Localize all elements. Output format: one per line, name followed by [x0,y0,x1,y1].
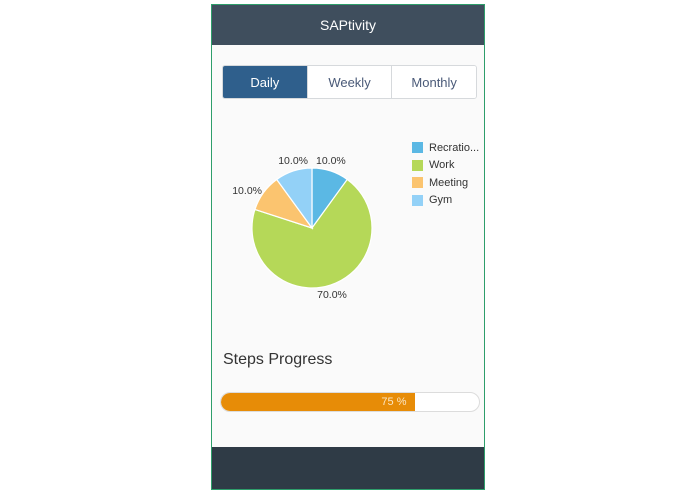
legend-item-gym[interactable]: Gym [412,192,479,210]
app-footer [212,447,484,489]
slice-gym[interactable] [275,167,313,230]
pie-slice-label: 10.0% [232,185,262,197]
chart-legend: Recratio... Work Meeting Gym [412,139,479,209]
pie-slice-label: 70.0% [317,289,347,301]
legend-label: Recratio... [429,141,480,154]
steps-progress-fill: 75 % [221,393,415,411]
activity-pie-chart: 10.0% 70.0% 10.0% 10.0% Recratio... Work Me… [212,125,484,305]
legend-item-meeting[interactable]: Meeting [412,174,479,192]
pie-slice-label: 10.0% [316,155,346,167]
pie-slice-label: 10.0% [278,155,308,167]
legend-swatch-icon [412,194,423,206]
steps-progress-bar: 75 % [220,392,480,412]
legend-swatch-icon [412,177,423,189]
legend-swatch-icon [412,142,423,154]
main-content: Daily Weekly Monthly 10.0% 70.0% 10.0% 10.0… [212,45,484,447]
phone-frame: SAPtivity Daily Weekly Monthly 10.0% 70.0… [211,4,485,490]
legend-item-recreation[interactable]: Recratio... [412,139,479,157]
app-header: SAPtivity [212,5,484,45]
app-title: SAPtivity [319,17,376,33]
legend-label: Meeting [429,176,469,189]
period-segmented-button: Daily Weekly Monthly [222,65,477,99]
legend-swatch-icon [412,159,423,171]
steps-progress-title: Steps Progress [223,351,333,368]
steps-progress-label: 75 % [381,396,407,408]
slice-work[interactable] [251,178,373,289]
legend-label: Work [429,159,455,172]
legend-item-work[interactable]: Work [412,157,479,175]
tab-monthly[interactable]: Monthly [391,66,476,98]
legend-label: Gym [429,194,453,207]
pie-svg: 10.0% 70.0% 10.0% 10.0% [232,155,373,301]
tab-daily[interactable]: Daily [223,66,307,98]
tab-weekly[interactable]: Weekly [306,66,392,98]
